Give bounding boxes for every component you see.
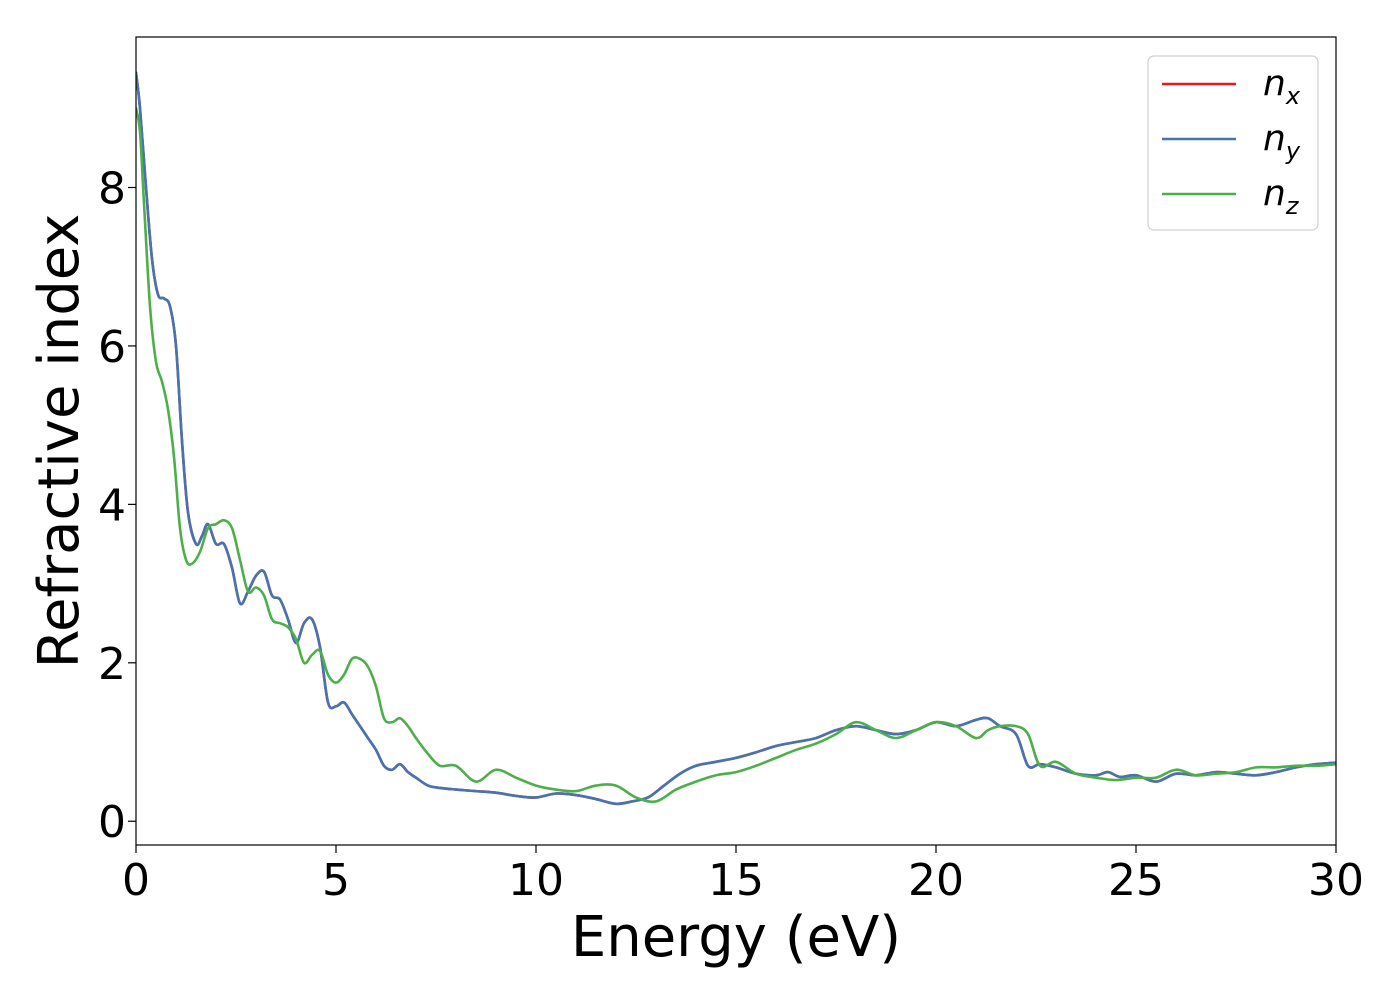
x-tick-label: 0 xyxy=(122,855,150,906)
x-tick-label: 20 xyxy=(908,855,964,906)
x-tick-label: 25 xyxy=(1108,855,1164,906)
series-line-nz xyxy=(136,106,1336,804)
legend-label-base: n xyxy=(1263,173,1286,214)
y-tick-label: 6 xyxy=(98,322,126,373)
y-tick-label: 0 xyxy=(98,797,126,848)
x-tick-label: 30 xyxy=(1308,855,1364,906)
legend-label-base: n xyxy=(1263,118,1286,159)
y-tick-label: 8 xyxy=(98,164,126,215)
series-line-ny xyxy=(136,71,1336,806)
x-axis: 0 5 10 15 20 25 30 xyxy=(122,845,1364,906)
y-tick-label: 4 xyxy=(98,480,126,531)
x-tick-label: 15 xyxy=(708,855,764,906)
x-tick-label: 10 xyxy=(508,855,564,906)
legend-label-nz: nz xyxy=(1263,173,1300,220)
legend-label-base: n xyxy=(1263,63,1286,104)
plot-area xyxy=(136,37,1336,845)
y-axis: 0 2 4 6 8 xyxy=(98,164,136,848)
legend-label-subscript: z xyxy=(1285,192,1300,220)
x-axis-title: Energy (eV) xyxy=(571,905,901,970)
y-axis-title: Refractive index xyxy=(27,214,92,669)
legend-label-subscript: y xyxy=(1285,137,1301,165)
legend-label-nx: nx xyxy=(1263,63,1301,110)
legend-frame xyxy=(1147,55,1319,231)
legend-label-ny: ny xyxy=(1263,118,1301,165)
y-tick-label: 2 xyxy=(98,639,126,690)
legend-label-subscript: x xyxy=(1285,82,1301,110)
x-tick-label: 5 xyxy=(322,855,350,906)
series-layer xyxy=(136,71,1336,806)
